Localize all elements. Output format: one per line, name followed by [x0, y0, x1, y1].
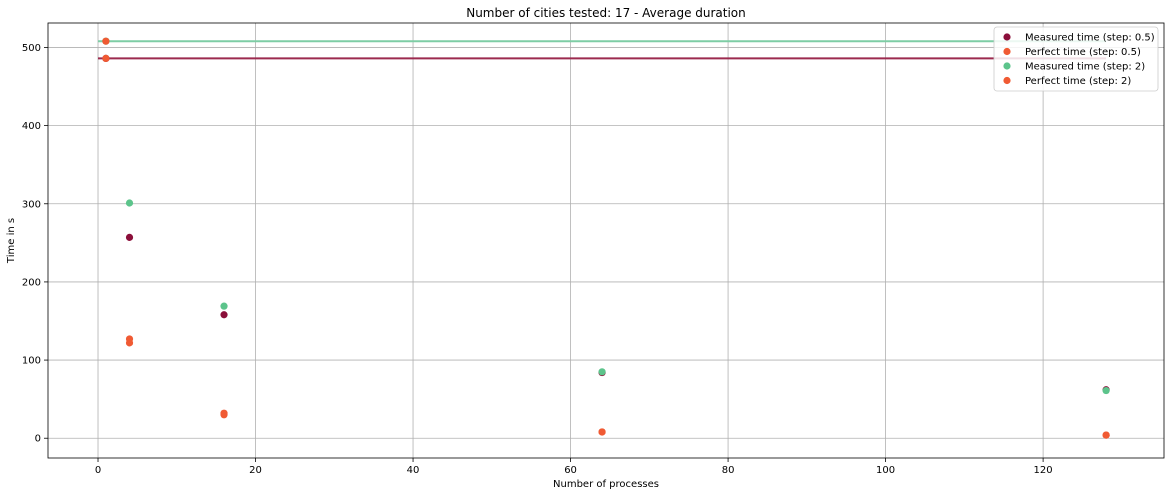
- data-point-series-3: [1102, 386, 1110, 395]
- data-point-series-3: [220, 302, 228, 310]
- y-tick-label: 100: [22, 356, 41, 367]
- legend-label: Perfect time (step: 2): [1025, 76, 1131, 87]
- y-tick-label: 200: [22, 277, 41, 288]
- legend-label: Perfect time (step: 0.5): [1025, 47, 1141, 58]
- data-point-series-4: [220, 409, 228, 417]
- legend-marker: [1003, 47, 1011, 56]
- legend-label: Measured time (step: 0.5): [1025, 33, 1155, 44]
- data-point-series-1: [125, 233, 134, 241]
- x-tick-label: 120: [1034, 465, 1053, 476]
- x-tick-label: 0: [95, 465, 101, 476]
- legend: Measured time (step: 0.5) Perfect time (s…: [993, 26, 1159, 92]
- data-point-series-1: [220, 311, 228, 319]
- data-point-series-3: [598, 368, 606, 376]
- legend-marker: [1003, 76, 1011, 85]
- data-point-series-4: [1102, 431, 1110, 439]
- data-point-series-4: [102, 37, 110, 45]
- legend-box: [993, 26, 1159, 92]
- data-point-series-4: [125, 335, 134, 343]
- data-point-series-4: [598, 428, 606, 436]
- legend-label: Measured time (step: 2): [1025, 62, 1145, 73]
- data-point-series-2: [102, 54, 110, 63]
- y-axis-label: Time in s: [6, 218, 17, 264]
- y-tick-label: 500: [22, 43, 41, 54]
- axes-frame: [47, 22, 1165, 459]
- y-tick-label: 400: [22, 121, 41, 132]
- chart-title: Number of cities tested: 17 - Average du…: [466, 6, 746, 20]
- x-tick-label: 40: [407, 465, 420, 476]
- data-point-series-3: [125, 199, 134, 207]
- x-tick-label: 80: [722, 465, 735, 476]
- plot-area: 0 20 40 60 80 100 120 0 100 200 300 400 500: [22, 22, 1165, 476]
- x-tick-label: 100: [876, 465, 895, 476]
- legend-marker: [1003, 33, 1011, 41]
- y-tick-label: 0: [35, 434, 41, 445]
- y-tick-label: 300: [22, 199, 41, 210]
- x-tick-label: 60: [564, 465, 577, 476]
- x-tick-label: 20: [249, 465, 262, 476]
- legend-marker: [1003, 62, 1011, 70]
- x-axis-label: Number of processes: [553, 479, 659, 490]
